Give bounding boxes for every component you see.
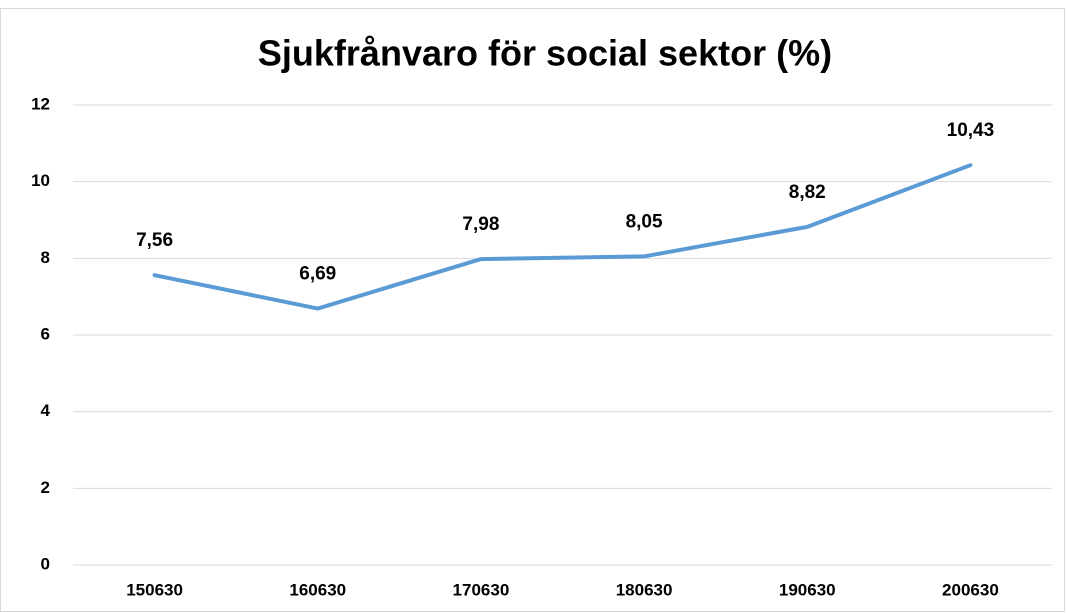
chart-title: Sjukfrånvaro för social sektor (%) xyxy=(258,33,832,74)
x-tick-label: 200630 xyxy=(942,580,999,599)
data-label: 8,82 xyxy=(789,182,826,203)
data-label: 7,56 xyxy=(136,230,173,251)
data-label: 6,69 xyxy=(299,264,336,285)
data-label: 10,43 xyxy=(947,120,995,141)
x-tick-label: 180630 xyxy=(616,580,673,599)
chart-border xyxy=(0,8,1065,612)
y-tick-label: 2 xyxy=(41,478,50,497)
y-tick-label: 10 xyxy=(31,171,50,190)
x-tick-label: 170630 xyxy=(453,580,510,599)
data-label: 8,05 xyxy=(626,211,663,232)
y-tick-label: 4 xyxy=(41,401,51,420)
y-tick-label: 0 xyxy=(41,554,50,573)
y-tick-label: 8 xyxy=(41,248,50,267)
x-tick-label: 150630 xyxy=(126,580,183,599)
x-tick-label: 190630 xyxy=(779,580,836,599)
data-line xyxy=(152,163,973,311)
x-tick-label: 160630 xyxy=(289,580,346,599)
y-tick-label: 6 xyxy=(41,324,50,343)
data-label: 7,98 xyxy=(462,214,499,235)
y-tick-label: 12 xyxy=(31,94,50,113)
